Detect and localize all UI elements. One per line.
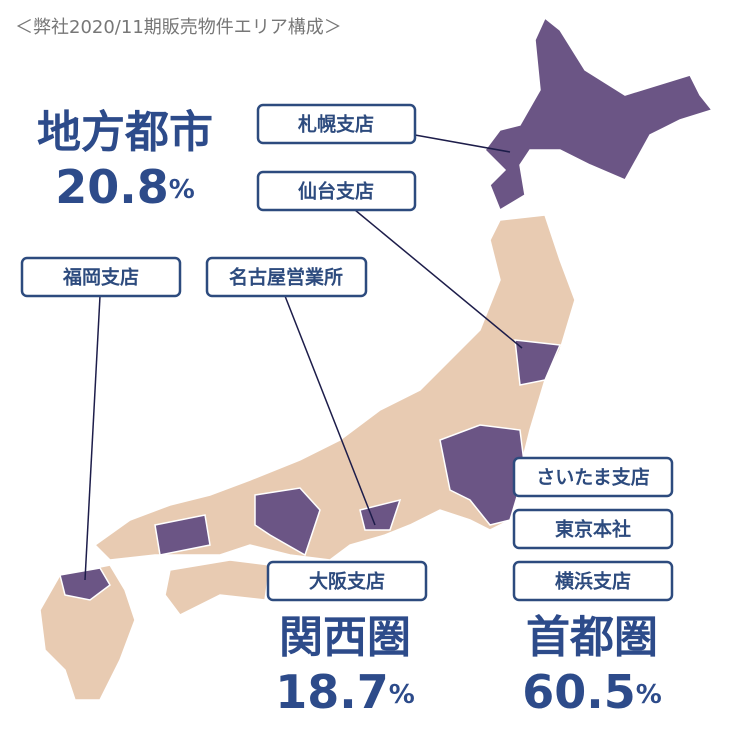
aichi bbox=[359, 498, 402, 531]
region-shares: 地方都市 20.8% 関西圏 18.7% 首都圏 60.5% bbox=[37, 107, 662, 719]
label-box bbox=[266, 560, 428, 602]
unit: % bbox=[636, 680, 662, 710]
leader-line bbox=[284, 295, 376, 526]
kansai bbox=[254, 487, 321, 557]
office-label: 仙台支店 bbox=[298, 180, 374, 203]
leader-line bbox=[414, 134, 511, 153]
percent: 60.5 bbox=[522, 665, 636, 719]
region-share: 18.7% bbox=[275, 665, 415, 719]
unit: % bbox=[389, 680, 415, 710]
label-box bbox=[205, 256, 368, 298]
office-label: 横浜支店 bbox=[555, 570, 631, 593]
kanto bbox=[439, 424, 526, 526]
region-name: 地方都市 bbox=[37, 107, 213, 158]
office-label: さいたま支店 bbox=[536, 466, 649, 489]
japan-map bbox=[39, 16, 714, 701]
label-box bbox=[512, 508, 674, 550]
office-label: 福岡支店 bbox=[62, 266, 139, 289]
title: ＜弊社2020/11期販売物件エリア構成＞ bbox=[15, 17, 342, 38]
region-share: 60.5% bbox=[522, 665, 662, 719]
kyushu bbox=[39, 564, 136, 701]
label-box bbox=[256, 170, 417, 212]
unit: % bbox=[169, 175, 195, 205]
office-label: 名古屋営業所 bbox=[229, 266, 343, 289]
region-name: 関西圏 bbox=[279, 612, 411, 663]
region-name: 首都圏 bbox=[526, 612, 658, 663]
shikoku bbox=[164, 559, 271, 616]
office-label: 札幌支店 bbox=[297, 113, 374, 136]
label-box bbox=[512, 456, 674, 498]
percent: 20.8 bbox=[55, 160, 169, 214]
office-label: 大阪支店 bbox=[309, 570, 385, 593]
office-label: 東京本社 bbox=[555, 518, 631, 541]
hokkaido bbox=[484, 16, 714, 212]
chugoku bbox=[154, 514, 211, 556]
label-box bbox=[512, 560, 674, 602]
label-box bbox=[256, 103, 417, 145]
label-box bbox=[20, 256, 182, 298]
percent: 18.7 bbox=[275, 665, 389, 719]
fukuoka bbox=[59, 567, 111, 601]
office-labels: 札幌支店 仙台支店 福岡支店 名古屋営業所 さいたま支店 東京本社 横浜支店 大… bbox=[20, 103, 674, 602]
leader-line bbox=[84, 295, 101, 581]
region-share: 20.8% bbox=[55, 160, 195, 214]
leader-line bbox=[354, 209, 523, 349]
miyagi bbox=[514, 339, 562, 386]
leader-lines bbox=[84, 134, 523, 581]
